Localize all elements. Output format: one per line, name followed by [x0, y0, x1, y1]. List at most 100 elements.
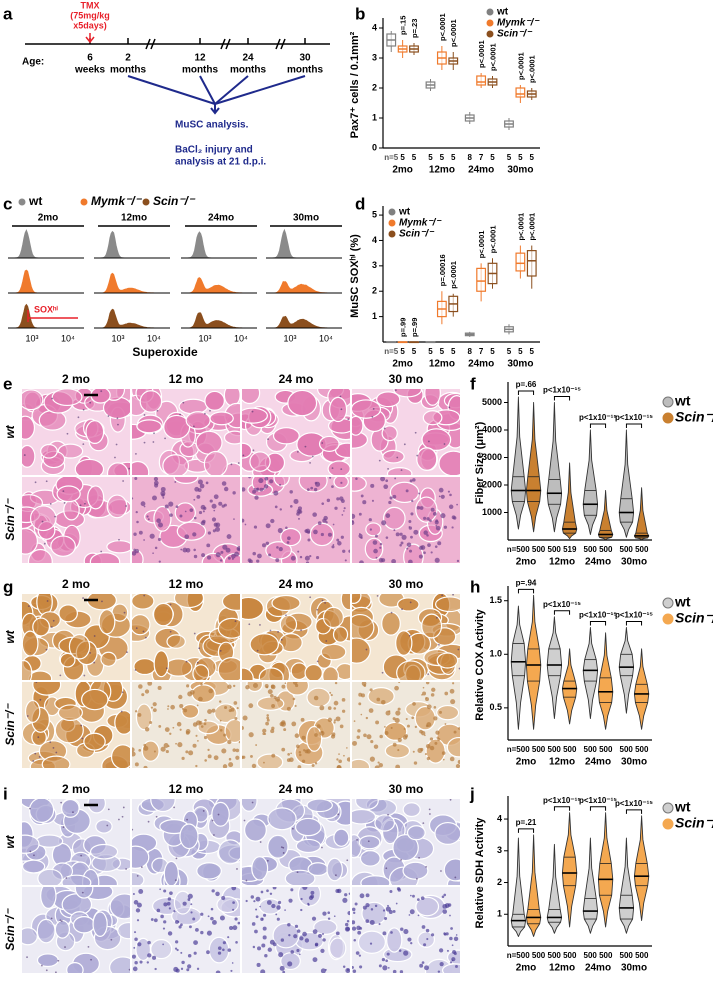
analysis-text: analysis at 21 d.p.i.	[175, 157, 266, 168]
nucleus	[422, 686, 425, 689]
fiber	[242, 442, 253, 459]
nucleus	[457, 648, 460, 651]
nucleus	[252, 551, 256, 556]
fiber	[216, 896, 239, 914]
nucleus	[321, 599, 324, 602]
fiber	[204, 390, 225, 411]
nucleus	[207, 915, 210, 918]
nucleus	[193, 498, 196, 501]
nucleus	[322, 911, 327, 916]
nucleus	[426, 534, 429, 537]
histogram	[270, 281, 342, 294]
p-value: p<.0001	[528, 213, 537, 241]
nucleus	[347, 418, 350, 421]
nucleus	[154, 483, 159, 488]
fiber	[395, 630, 413, 656]
nucleus	[409, 549, 413, 553]
nucleus	[207, 531, 212, 535]
nucleus	[438, 710, 442, 714]
fiber	[393, 389, 423, 398]
nucleus	[330, 693, 333, 697]
nucleus	[167, 708, 169, 710]
nucleus	[29, 807, 31, 810]
nucleus	[156, 409, 159, 412]
nucleus	[289, 505, 293, 508]
y-axis-title: Pax7⁺ cells / 0.1mm²	[349, 31, 361, 138]
axis-break	[275, 38, 286, 50]
nucleus	[270, 684, 275, 689]
fiber	[242, 407, 268, 424]
nucleus	[412, 701, 416, 706]
nucleus	[203, 722, 207, 726]
nucleus	[289, 490, 293, 494]
nucleus	[175, 940, 179, 944]
nucleus	[155, 815, 158, 818]
nucleus	[114, 456, 116, 459]
nucleus	[324, 602, 326, 604]
nucleus	[242, 487, 246, 492]
nucleus	[381, 558, 386, 563]
fiber	[22, 859, 46, 874]
fiber	[61, 874, 92, 885]
nucleus	[348, 549, 350, 553]
histogram	[185, 277, 257, 294]
nucleus	[182, 401, 185, 404]
histogram	[12, 269, 84, 294]
nucleus	[265, 523, 271, 529]
nucleus	[122, 806, 125, 809]
nucleus	[135, 627, 138, 630]
nucleus	[223, 503, 227, 507]
x-tick-label: 12mo	[429, 165, 455, 176]
fiber	[272, 427, 300, 445]
p-value: p=.99	[410, 318, 419, 337]
nucleus	[195, 927, 199, 932]
p-bracket	[553, 396, 571, 401]
fiber	[242, 799, 258, 812]
nucleus	[281, 747, 286, 752]
fiber	[132, 594, 155, 610]
nucleus	[211, 920, 217, 925]
nucleus	[38, 755, 41, 758]
nucleus	[232, 748, 236, 752]
fiber	[72, 916, 96, 934]
nucleus	[173, 806, 176, 809]
fiber	[40, 443, 58, 459]
nucleus	[62, 826, 65, 828]
nucleus	[143, 743, 147, 747]
fiber	[132, 460, 150, 475]
fiber	[340, 594, 350, 611]
nucleus	[359, 965, 363, 969]
nucleus	[335, 716, 341, 722]
micrograph	[22, 477, 130, 563]
nucleus	[200, 912, 204, 916]
nucleus	[259, 487, 264, 492]
nucleus	[175, 968, 180, 973]
nucleus	[425, 743, 431, 749]
nucleus	[232, 925, 238, 931]
nucleus	[198, 720, 203, 725]
fiber	[41, 755, 71, 768]
nucleus	[357, 930, 362, 935]
nucleus	[267, 947, 272, 952]
nucleus	[182, 547, 188, 553]
nucleus	[279, 965, 285, 971]
nucleus	[200, 725, 204, 728]
nucleus	[77, 416, 80, 419]
nucleus	[311, 763, 315, 767]
nucleus	[332, 523, 335, 526]
nucleus	[265, 686, 269, 689]
panel-label: d	[355, 194, 365, 213]
nucleus	[406, 542, 412, 548]
nucleus	[418, 554, 423, 559]
x-tick-label: 24mo	[585, 757, 611, 768]
nucleus	[450, 927, 453, 930]
legend-dot	[80, 198, 88, 206]
fiber	[209, 411, 234, 426]
nucleus	[449, 799, 452, 801]
nucleus	[141, 693, 145, 697]
nucleus	[369, 942, 373, 945]
nucleus	[234, 917, 238, 921]
nucleus	[331, 467, 334, 470]
nucleus	[263, 484, 269, 489]
